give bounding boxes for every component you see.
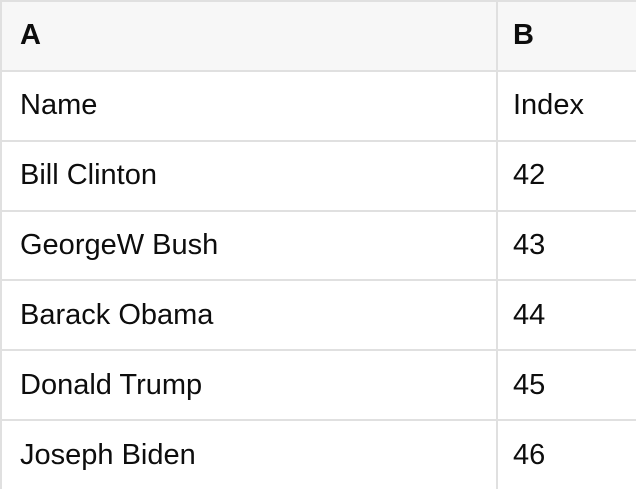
- column-header-b[interactable]: B: [498, 2, 636, 70]
- cell-a5[interactable]: Donald Trump: [2, 351, 498, 420]
- column-header-a[interactable]: A: [2, 2, 498, 70]
- cell-b6[interactable]: 46: [513, 438, 546, 471]
- cell-b5[interactable]: 45: [513, 368, 546, 401]
- column-header-a-label: A: [20, 19, 41, 52]
- column-header-row: A B: [2, 2, 636, 72]
- table-row-2: Bill Clinton 42: [2, 141, 636, 212]
- cell-a3[interactable]: GeorgeW Bush: [2, 211, 498, 280]
- cell-a4[interactable]: Barack Obama: [2, 281, 498, 350]
- table-row-5: Donald Trump 45: [2, 351, 636, 422]
- table-row-3: GeorgeW Bush 43: [2, 211, 636, 282]
- table-row-1: Name Index: [2, 71, 636, 142]
- cell-b1[interactable]: Index: [513, 89, 584, 122]
- cell-b3[interactable]: 43: [513, 229, 546, 261]
- cell-a6[interactable]: Joseph Biden: [2, 421, 498, 489]
- cell-b2[interactable]: 42: [513, 159, 546, 192]
- cell-a2[interactable]: Bill Clinton: [2, 141, 498, 210]
- column-header-b-label: B: [513, 19, 534, 52]
- cell-b4[interactable]: 44: [513, 298, 546, 331]
- table-row-4: Barack Obama 44: [2, 281, 636, 352]
- table-row-6: Joseph Biden 46: [2, 421, 636, 489]
- cell-a1[interactable]: Name: [2, 71, 498, 140]
